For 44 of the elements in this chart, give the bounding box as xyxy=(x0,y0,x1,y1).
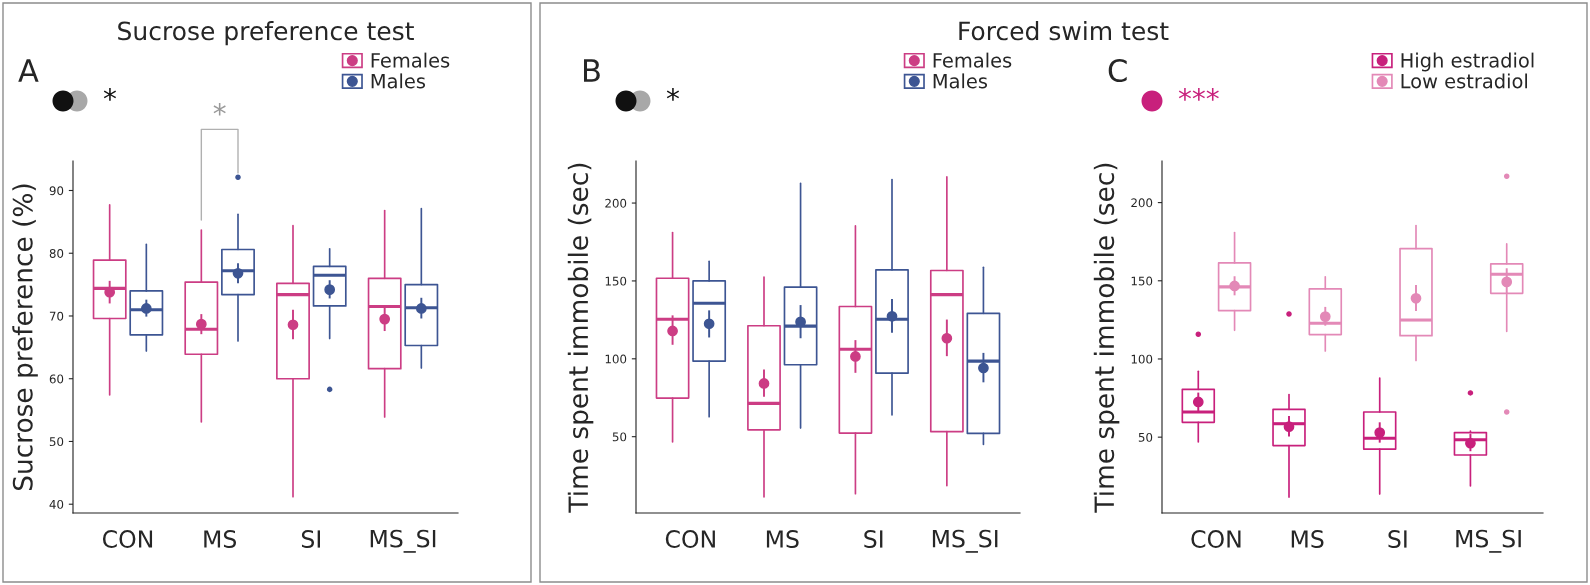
text: * xyxy=(666,88,680,101)
y-tick-label: 150 xyxy=(1131,276,1153,286)
y-tick-label: 50 xyxy=(1138,432,1153,442)
x-tick-label: MS_SI xyxy=(1456,529,1521,553)
legend-label: Males xyxy=(933,73,988,89)
x-tick-label: MS xyxy=(1291,530,1324,548)
x-tick-label: MS xyxy=(204,530,237,548)
y-axis-title: Sucrose preference (%) xyxy=(12,184,38,491)
x-tick-label: SI xyxy=(1388,530,1407,548)
text: *** xyxy=(1178,88,1219,101)
chart-title: Forced swim test xyxy=(959,21,1169,41)
legend-label: Low estradiol xyxy=(1401,73,1527,89)
text: A xyxy=(18,59,39,82)
text: * xyxy=(103,88,117,101)
text: B xyxy=(584,59,600,82)
y-tick-label: 50 xyxy=(49,437,64,447)
y-tick-label: 60 xyxy=(49,374,64,384)
x-tick-label: CON xyxy=(1191,530,1241,548)
text: * xyxy=(213,102,226,116)
legend-label: Females xyxy=(933,52,1012,68)
x-tick-label: MS_SI xyxy=(932,529,998,553)
y-tick-label: 200 xyxy=(605,198,627,208)
x-tick-label: CON xyxy=(665,530,715,548)
x-tick-label: CON xyxy=(102,530,153,548)
x-tick-label: SI xyxy=(864,530,883,548)
y-tick-label: 90 xyxy=(49,186,64,196)
legend-label: High estradiol xyxy=(1401,52,1534,72)
y-tick-label: 100 xyxy=(1131,354,1153,364)
y-tick-label: 50 xyxy=(612,432,627,442)
y-tick-label: 100 xyxy=(605,354,627,364)
y-axis-title: Time spent immobile (sec) xyxy=(1093,163,1120,513)
chart-title: Sucrose preference test xyxy=(118,21,414,46)
text: C xyxy=(1108,58,1127,83)
y-tick-label: 70 xyxy=(49,311,64,321)
x-tick-label: MS_SI xyxy=(370,529,436,553)
y-tick-label: 150 xyxy=(605,276,627,286)
y-tick-label: 80 xyxy=(49,248,64,258)
y-tick-label: 40 xyxy=(49,499,64,509)
x-tick-label: SI xyxy=(301,530,320,548)
legend-label: Males xyxy=(371,73,426,89)
y-axis-title: Time spent immobile (sec) xyxy=(567,163,594,513)
legend-label: Females xyxy=(371,52,450,68)
y-tick-label: 200 xyxy=(1131,198,1153,208)
x-tick-label: MS xyxy=(766,530,799,548)
